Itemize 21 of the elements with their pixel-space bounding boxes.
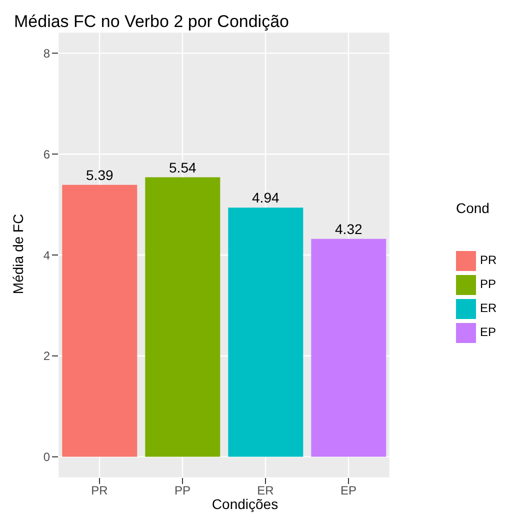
x-tick-label: EP: [340, 484, 357, 498]
y-tick-label: 6: [43, 147, 50, 162]
y-axis-title: Média de FC: [10, 214, 26, 294]
data-label: 5.54: [169, 159, 196, 176]
legend-label: ER: [480, 301, 497, 315]
y-tick-label: 8: [43, 46, 50, 60]
legend-label: PR: [480, 253, 497, 267]
data-label: 5.39: [86, 166, 114, 183]
y-tick-label: 4: [43, 248, 50, 262]
x-axis-title: Condições: [210, 496, 280, 512]
data-label: 4.32: [335, 220, 362, 237]
y-tick-label: 0: [43, 450, 50, 464]
x-tick-label: PR: [91, 484, 108, 498]
x-tick-label: PP: [174, 484, 191, 498]
legend-title: Cond: [456, 200, 490, 216]
y-tick-label: 2: [43, 349, 50, 364]
data-label: 4.94: [252, 190, 280, 206]
legend-label: EP: [480, 325, 496, 339]
chart-title: Médias FC no Verbo 2 por Condição: [14, 12, 289, 32]
legend-label: PP: [480, 277, 496, 291]
x-tick-label: ER: [257, 484, 274, 498]
